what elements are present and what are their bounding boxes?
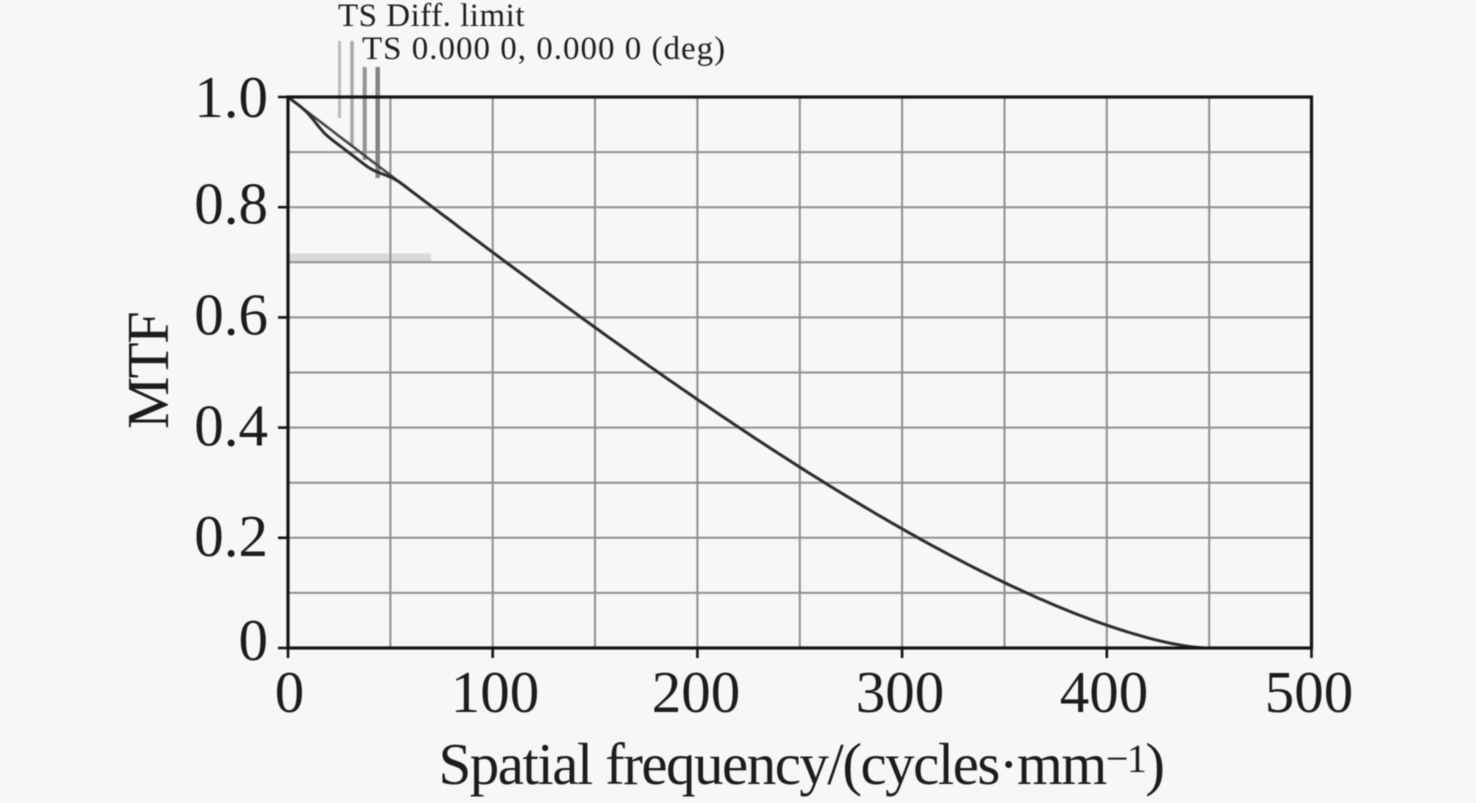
svg-text:1.0: 1.0 [194,64,268,130]
svg-text:100: 100 [451,659,540,725]
svg-text:400: 400 [1060,659,1149,725]
svg-text:MTF: MTF [115,313,181,429]
svg-text:0.4: 0.4 [194,393,268,459]
svg-text:500: 500 [1265,659,1354,725]
svg-text:300: 300 [856,659,945,725]
svg-text:0: 0 [275,659,305,725]
svg-text:0: 0 [239,607,269,673]
svg-text:200: 200 [652,659,741,725]
svg-text:0.6: 0.6 [194,282,268,348]
svg-text:Spatial frequency/(cycles·mm−1: Spatial frequency/(cycles·mm−1) [438,731,1163,797]
svg-text:0.2: 0.2 [194,503,268,569]
svg-text:TS Diff. limit: TS Diff. limit [338,0,525,34]
svg-text:TS 0.000 0, 0.000 0 (deg): TS 0.000 0, 0.000 0 (deg) [362,31,726,67]
svg-text:0.8: 0.8 [194,171,268,237]
